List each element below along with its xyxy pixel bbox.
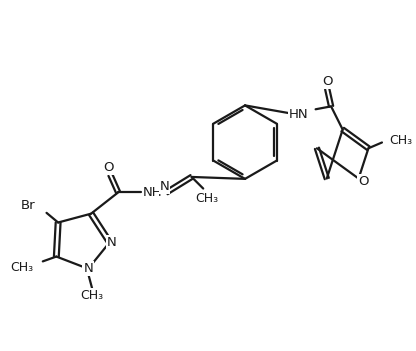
- Text: HN: HN: [289, 108, 309, 121]
- Text: O: O: [103, 161, 114, 174]
- Text: CH₃: CH₃: [390, 134, 413, 147]
- Text: Br: Br: [20, 199, 35, 212]
- Text: N: N: [83, 262, 93, 275]
- Text: N: N: [106, 236, 116, 249]
- Text: O: O: [322, 75, 332, 88]
- Text: CH₃: CH₃: [196, 192, 219, 205]
- Text: CH₃: CH₃: [80, 289, 104, 302]
- Text: CH₃: CH₃: [10, 261, 33, 274]
- Text: O: O: [358, 175, 369, 188]
- Text: NH: NH: [143, 186, 163, 199]
- Text: N: N: [160, 180, 169, 193]
